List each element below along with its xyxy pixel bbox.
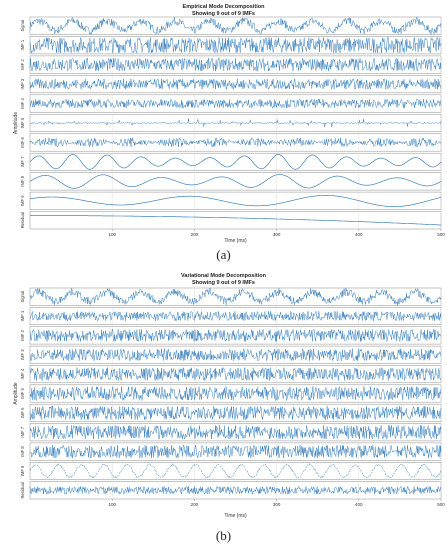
row-label: IMF 5 [20,117,25,128]
series-imf-8 [29,444,442,459]
panel-a-title-text: Empirical Mode Decomposition [182,4,265,10]
subplot-frame [29,307,442,325]
panel-b-label: (b) [215,528,232,543]
subplot-frame [29,287,442,306]
row-label: IMF 7 [20,426,25,437]
x-tick-label: 300 [273,502,281,507]
row-label: Signal [20,291,25,303]
row-label: IMF 5 [20,387,25,398]
series-imf-4 [29,367,442,382]
series-imf-4 [29,98,442,109]
x-tick-label: 400 [355,232,363,237]
row-label: IMF 4 [20,98,25,109]
series-imf-1 [29,37,442,54]
row-label: IMF 4 [20,368,25,379]
panel-b-title-text: Variational Mode Decomposition [181,273,266,279]
series-residual [29,485,442,495]
x-tick-label: 100 [108,232,116,237]
x-axis-label: Time (ms) [224,238,247,244]
row-label: IMF 3 [20,349,25,360]
series-imf-6 [29,136,442,148]
series-imf-2 [29,57,442,72]
row-label: IMF 8 [20,446,25,457]
series-signal [29,16,442,36]
x-tick-label: 200 [191,502,199,507]
row-label: IMF 9 [20,195,25,206]
subplot-frame [29,191,442,210]
series-imf-9 [30,195,442,207]
panel-a-plot: Signal IMF 1 IMF 2 IMF 3 IMF 4 IMF 5 IMF 6 IMF … [13,16,445,244]
y-axis-label: Amplitude [13,382,19,404]
panel-b-title: Variational Mode Decomposition Showing 9… [0,273,447,286]
x-tick-label: 400 [355,502,363,507]
y-axis-label: Amplitude [13,112,19,134]
series-imf-6 [29,405,442,421]
x-tick-label: 500 [437,502,445,507]
row-label: Residual [20,482,25,498]
series-signal [29,287,442,306]
x-tick-label: 100 [108,502,116,507]
x-tick-label: 500 [437,232,445,237]
series-residual [30,215,441,226]
row-label: IMF 1 [20,310,25,321]
series-imf-7 [29,424,442,440]
series-imf-7 [29,154,442,170]
subplot-frame [29,211,442,230]
row-label: IMF 9 [20,465,25,476]
series-imf-3 [29,348,442,362]
subplot-frame [29,403,442,422]
series-imf-2 [29,328,442,343]
series-imf-1 [29,310,442,322]
panel-a-subtitle-text: Showing 9 out of 9 IMFs [192,10,255,17]
series-imf-9 [29,462,442,479]
row-label: IMF 6 [20,407,25,418]
row-label: Residual [20,212,25,228]
x-tick-label: 300 [273,232,281,237]
series-imf-3 [29,78,442,90]
row-label: IMF 1 [20,39,25,50]
subplot-frame [29,326,442,345]
subplot-frame [29,75,442,94]
row-label: IMF 7 [20,156,25,167]
row-label: IMF 3 [20,78,25,89]
panel-a-title: Empirical Mode Decomposition Showing 9 o… [0,4,447,17]
row-label: IMF 2 [20,329,25,340]
panel-b-plot: Signal IMF 1 IMF 2 IMF 3 IMF 4 IMF 5 IMF 6 IMF … [13,287,445,519]
row-label: IMF 6 [20,136,25,147]
panel-b-subtitle-text: Showing 9 out of 9 IMFs [192,279,255,286]
series-imf-8 [29,174,442,189]
row-label: Signal [20,20,25,32]
series-imf-5 [29,385,442,402]
series-imf-5 [29,118,442,128]
x-tick-label: 200 [191,232,199,237]
x-axis-label: Time (ms) [224,513,247,519]
row-label: IMF 8 [20,175,25,186]
row-label: IMF 2 [20,59,25,70]
panel-a-label: (a) [216,247,231,262]
